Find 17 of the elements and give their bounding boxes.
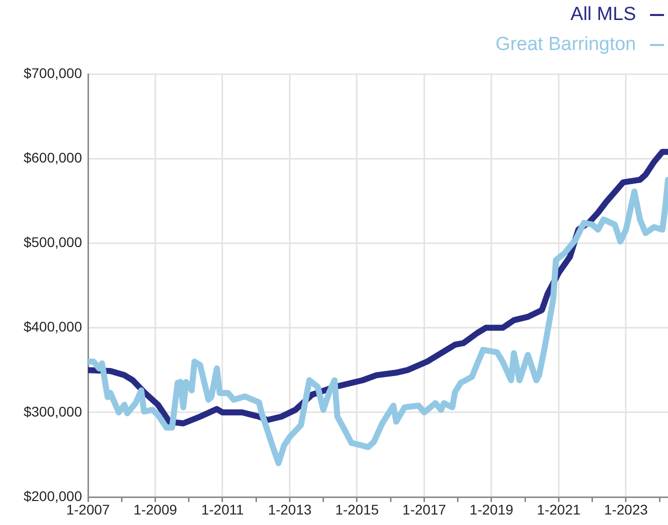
x-tick-label: 1-2007 xyxy=(66,501,110,518)
y-tick-label: $700,000 xyxy=(24,64,82,81)
x-tick-label: 1-2009 xyxy=(133,501,178,518)
y-tick-label: $200,000 xyxy=(24,488,82,504)
x-tick-label: 1-2015 xyxy=(335,501,379,518)
y-tick-label: $600,000 xyxy=(24,149,82,166)
y-tick-label: $300,000 xyxy=(24,403,82,420)
y-tick-label: $500,000 xyxy=(24,234,82,250)
x-tick-label: 1-2011 xyxy=(201,501,244,518)
x-tick-label: 1-2019 xyxy=(470,501,514,518)
legend-label: All MLS xyxy=(570,4,636,26)
x-tick-label: 1-2023 xyxy=(604,501,648,518)
x-tick-label: 1-2017 xyxy=(402,501,446,518)
y-tick-label: $400,000 xyxy=(24,318,82,335)
legend-label: Great Barrington xyxy=(496,34,636,56)
x-tick-label: 1-2013 xyxy=(268,501,312,518)
x-tick-label: 1-2021 xyxy=(536,501,581,518)
